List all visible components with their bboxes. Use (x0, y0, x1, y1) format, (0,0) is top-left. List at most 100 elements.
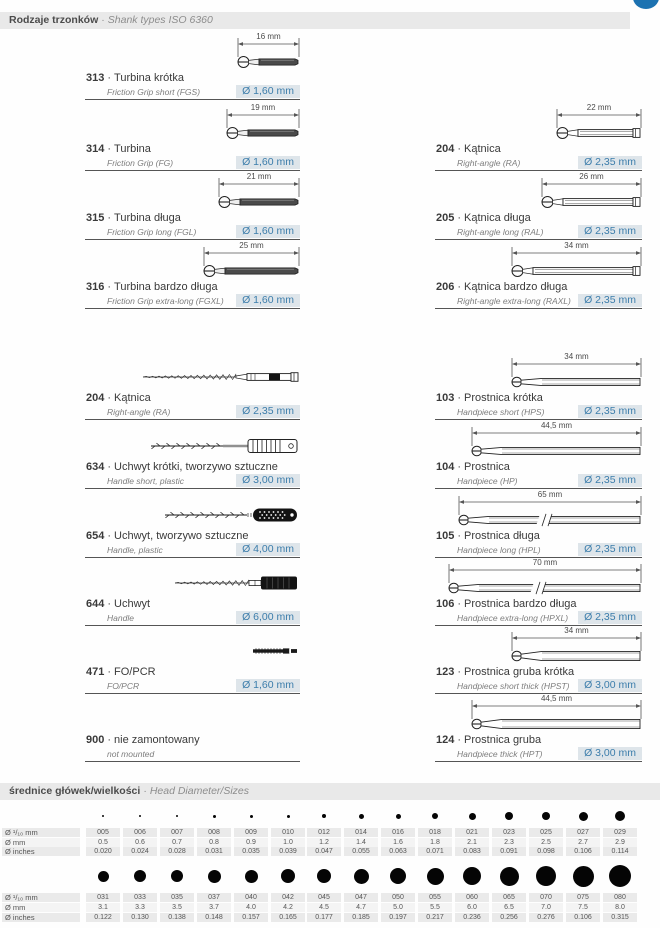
size-cell: 040 (234, 893, 268, 902)
shank-diagram: 70 mm (448, 558, 642, 595)
size-cell: 0.8 (197, 837, 231, 847)
size-cell: 0.5 (86, 837, 120, 847)
item-code: 206 (436, 281, 455, 293)
item-name-en: Handpiece extra-long (HPXL) (457, 613, 569, 623)
shank-item-313: 16 mm 313 · Turbina krótka Friction Grip sho… (85, 31, 300, 100)
size-row-label: Ø inches (2, 912, 80, 922)
item-code: 103 (436, 392, 455, 404)
item-separator: · (107, 212, 112, 224)
shank-item-644: 644 · Uchwyt Handle Ø 6,00 mm (85, 557, 300, 626)
size-cell: 2.5 (529, 837, 563, 847)
item-code: 316 (86, 281, 105, 293)
size-cell: 070 (529, 893, 563, 902)
size-cell: 0.039 (271, 847, 305, 856)
head-size-dot (176, 815, 178, 817)
item-name-en: Friction Grip long (FGL) (107, 227, 197, 237)
head-size-dot (317, 869, 331, 883)
size-cell: 2.3 (492, 837, 526, 847)
head-size-dot (463, 867, 481, 885)
size-cell: 007 (160, 828, 194, 837)
size-cell: 1.4 (344, 837, 378, 847)
size-cell: 0.047 (307, 847, 341, 856)
item-name-en: Handpiece (HP) (457, 476, 518, 486)
head-size-dot (171, 870, 183, 882)
item-code: 314 (86, 143, 105, 155)
shank-item-471: 471 · FO/PCR FO/PCR Ø 1,60 mm (85, 625, 300, 694)
diameter-badge: Ø 6,00 mm (236, 611, 300, 624)
shank-diagram: 34 mm (511, 626, 642, 662)
head-size-dot (244, 869, 258, 883)
item-name-en: Right-angle (RA) (457, 158, 521, 168)
shank-item-206: 34 mm 206 · Kątnica bardzo długa Right-angle… (435, 240, 642, 309)
size-cell: 016 (381, 828, 415, 837)
size-cell: 0.020 (86, 847, 120, 856)
size-row-label: Ø ¹/₁₀ mm (2, 828, 80, 837)
size-cell: 023 (492, 828, 526, 837)
head-size-dot (134, 870, 146, 882)
size-row-mm: Ø mm 3.1 3.3 3.5 3.7 4.0 4.2 4.5 4.7 5.0 5.5 6.0 6.5… (0, 903, 660, 912)
head-size-dot (286, 814, 290, 818)
shank-item-205: 26 mm 205 · Kątnica długa Right-angle long (… (435, 171, 642, 240)
size-cell: 0.276 (529, 912, 563, 922)
item-separator: · (107, 461, 112, 473)
size-cell: 6.5 (492, 903, 526, 912)
item-code: 654 (86, 530, 105, 542)
size-cell: 010 (271, 828, 305, 837)
item-separator: · (107, 666, 112, 678)
head-size-dot (139, 815, 141, 817)
size-cell: 3.1 (86, 903, 120, 912)
item-name-en: Friction Grip extra-long (FGXL) (107, 296, 224, 306)
section-title-en: Shank types ISO 6360 (107, 14, 213, 26)
size-cell: 0.106 (566, 847, 600, 856)
item-separator: · (107, 72, 112, 84)
item-title: 316 · Turbina bardzo długa (86, 281, 218, 293)
head-size-dot (542, 812, 550, 820)
size-row-label: Ø inches (2, 847, 80, 856)
item-code: 204 (86, 392, 105, 404)
size-cell: 0.177 (307, 912, 341, 922)
shank-diagram: 16 mm (237, 32, 300, 68)
section-title-separator: · (143, 785, 147, 797)
size-cell: 050 (381, 893, 415, 902)
item-code: 106 (436, 598, 455, 610)
item-title: 205 · Kątnica długa (436, 212, 531, 224)
item-name-pl: Kątnica (464, 143, 501, 155)
dimension-label: 26 mm (579, 172, 604, 181)
item-name-pl: Uchwyt, tworzywo sztuczne (114, 530, 249, 542)
item-name-pl: Turbina długa (114, 212, 181, 224)
diameter-badge: Ø 2,35 mm (578, 611, 642, 624)
dimension-label: 19 mm (251, 103, 276, 112)
item-code: 644 (86, 598, 105, 610)
item-name-pl: Prostnica bardzo długa (464, 598, 577, 610)
item-separator: · (457, 530, 462, 542)
size-cell: 4.0 (234, 903, 268, 912)
size-row-label: Ø mm (2, 837, 80, 847)
size-cell: 009 (234, 828, 268, 837)
size-cell: 0.091 (492, 847, 526, 856)
size-cell: 080 (603, 893, 637, 902)
item-separator: · (457, 281, 462, 293)
item-code: 315 (86, 212, 105, 224)
diameter-badge: Ø 3,00 mm (578, 747, 642, 760)
page-corner-dot (633, 0, 659, 9)
section-title-pl: średnice główek/wielkości (9, 785, 141, 797)
size-cell: 065 (492, 893, 526, 902)
item-separator: · (107, 530, 112, 542)
item-title: 106 · Prostnica bardzo długa (436, 598, 577, 610)
section-title-pl: Rodzaje trzonków (9, 14, 99, 26)
head-size-dot (572, 865, 594, 887)
item-separator: · (457, 392, 462, 404)
dimension-label: 44,5 mm (541, 421, 572, 430)
item-title: 654 · Uchwyt, tworzywo sztuczne (86, 530, 249, 542)
item-code: 634 (86, 461, 105, 473)
size-cell: 027 (566, 828, 600, 837)
item-name-en: Right-angle (RA) (107, 407, 171, 417)
item-name-en: Handle, plastic (107, 545, 163, 555)
size-cell: 0.098 (529, 847, 563, 856)
item-name-pl: nie zamontowany (114, 734, 200, 746)
size-cell: 0.6 (123, 837, 157, 847)
item-separator: · (107, 392, 112, 404)
shank-item-634: 634 · Uchwyt krótki, tworzywo sztuczne Hand… (85, 420, 300, 489)
size-cell: 3.3 (123, 903, 157, 912)
